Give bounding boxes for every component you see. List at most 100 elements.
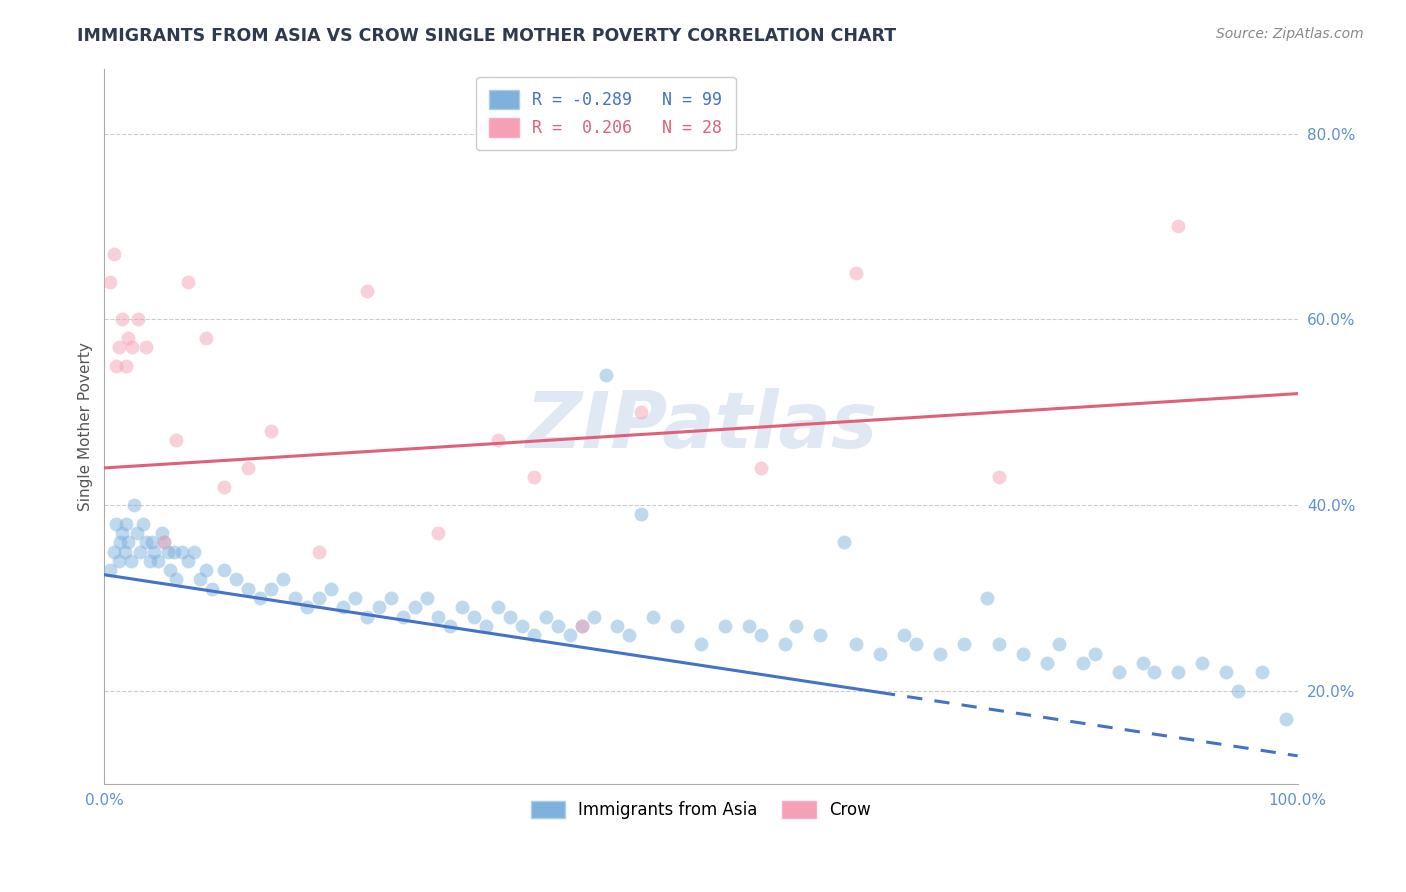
- Point: [122, 498, 145, 512]
- Point: [159, 563, 181, 577]
- Point: [367, 600, 389, 615]
- Point: [690, 637, 713, 651]
- Point: [103, 247, 125, 261]
- Point: [308, 591, 330, 605]
- Point: [249, 591, 271, 605]
- Point: [114, 544, 136, 558]
- Point: [111, 525, 134, 540]
- Point: [523, 628, 546, 642]
- Point: [643, 609, 665, 624]
- Point: [117, 535, 139, 549]
- Point: [125, 525, 148, 540]
- Point: [105, 359, 128, 373]
- Legend: Immigrants from Asia, Crow: Immigrants from Asia, Crow: [524, 794, 877, 825]
- Point: [284, 591, 307, 605]
- Point: [107, 340, 129, 354]
- Point: [1036, 656, 1059, 670]
- Point: [1084, 647, 1107, 661]
- Point: [135, 340, 157, 354]
- Point: [188, 573, 211, 587]
- Point: [131, 516, 153, 531]
- Point: [127, 312, 149, 326]
- Point: [150, 525, 173, 540]
- Point: [510, 619, 533, 633]
- Point: [1132, 656, 1154, 670]
- Point: [427, 525, 450, 540]
- Point: [988, 637, 1011, 651]
- Point: [630, 405, 652, 419]
- Point: [869, 647, 891, 661]
- Point: [904, 637, 927, 651]
- Point: [380, 591, 402, 605]
- Point: [120, 554, 142, 568]
- Point: [1274, 712, 1296, 726]
- Point: [845, 637, 868, 651]
- Point: [225, 573, 247, 587]
- Point: [595, 368, 617, 382]
- Point: [98, 275, 121, 289]
- Text: ZIPatlas: ZIPatlas: [524, 388, 877, 464]
- Point: [571, 619, 593, 633]
- Point: [475, 619, 498, 633]
- Point: [738, 619, 761, 633]
- Point: [153, 535, 176, 549]
- Point: [146, 554, 169, 568]
- Point: [153, 535, 176, 549]
- Point: [486, 433, 509, 447]
- Point: [332, 600, 354, 615]
- Point: [108, 535, 131, 549]
- Point: [297, 600, 319, 615]
- Y-axis label: Single Mother Poverty: Single Mother Poverty: [79, 342, 93, 510]
- Point: [714, 619, 737, 633]
- Point: [749, 461, 772, 475]
- Point: [1108, 665, 1130, 680]
- Point: [121, 340, 143, 354]
- Point: [571, 619, 593, 633]
- Point: [115, 359, 138, 373]
- Point: [666, 619, 689, 633]
- Point: [427, 609, 450, 624]
- Point: [129, 544, 152, 558]
- Point: [201, 582, 224, 596]
- Point: [1143, 665, 1166, 680]
- Point: [893, 628, 915, 642]
- Point: [832, 535, 855, 549]
- Point: [1167, 665, 1189, 680]
- Point: [138, 554, 160, 568]
- Point: [105, 516, 128, 531]
- Point: [1167, 219, 1189, 234]
- Point: [111, 312, 134, 326]
- Point: [260, 424, 283, 438]
- Point: [308, 544, 330, 558]
- Point: [1226, 683, 1249, 698]
- Point: [356, 285, 378, 299]
- Point: [534, 609, 557, 624]
- Point: [415, 591, 437, 605]
- Point: [391, 609, 413, 624]
- Point: [183, 544, 205, 558]
- Point: [606, 619, 628, 633]
- Point: [273, 573, 295, 587]
- Point: [162, 544, 184, 558]
- Point: [141, 535, 163, 549]
- Point: [177, 275, 200, 289]
- Point: [212, 479, 235, 493]
- Point: [98, 563, 121, 577]
- Point: [1012, 647, 1035, 661]
- Point: [1071, 656, 1094, 670]
- Point: [343, 591, 366, 605]
- Point: [1047, 637, 1070, 651]
- Point: [165, 433, 187, 447]
- Point: [212, 563, 235, 577]
- Point: [547, 619, 569, 633]
- Point: [194, 563, 217, 577]
- Point: [260, 582, 283, 596]
- Point: [988, 470, 1011, 484]
- Point: [165, 573, 187, 587]
- Point: [928, 647, 950, 661]
- Point: [463, 609, 485, 624]
- Point: [976, 591, 998, 605]
- Point: [785, 619, 807, 633]
- Point: [439, 619, 461, 633]
- Point: [1250, 665, 1272, 680]
